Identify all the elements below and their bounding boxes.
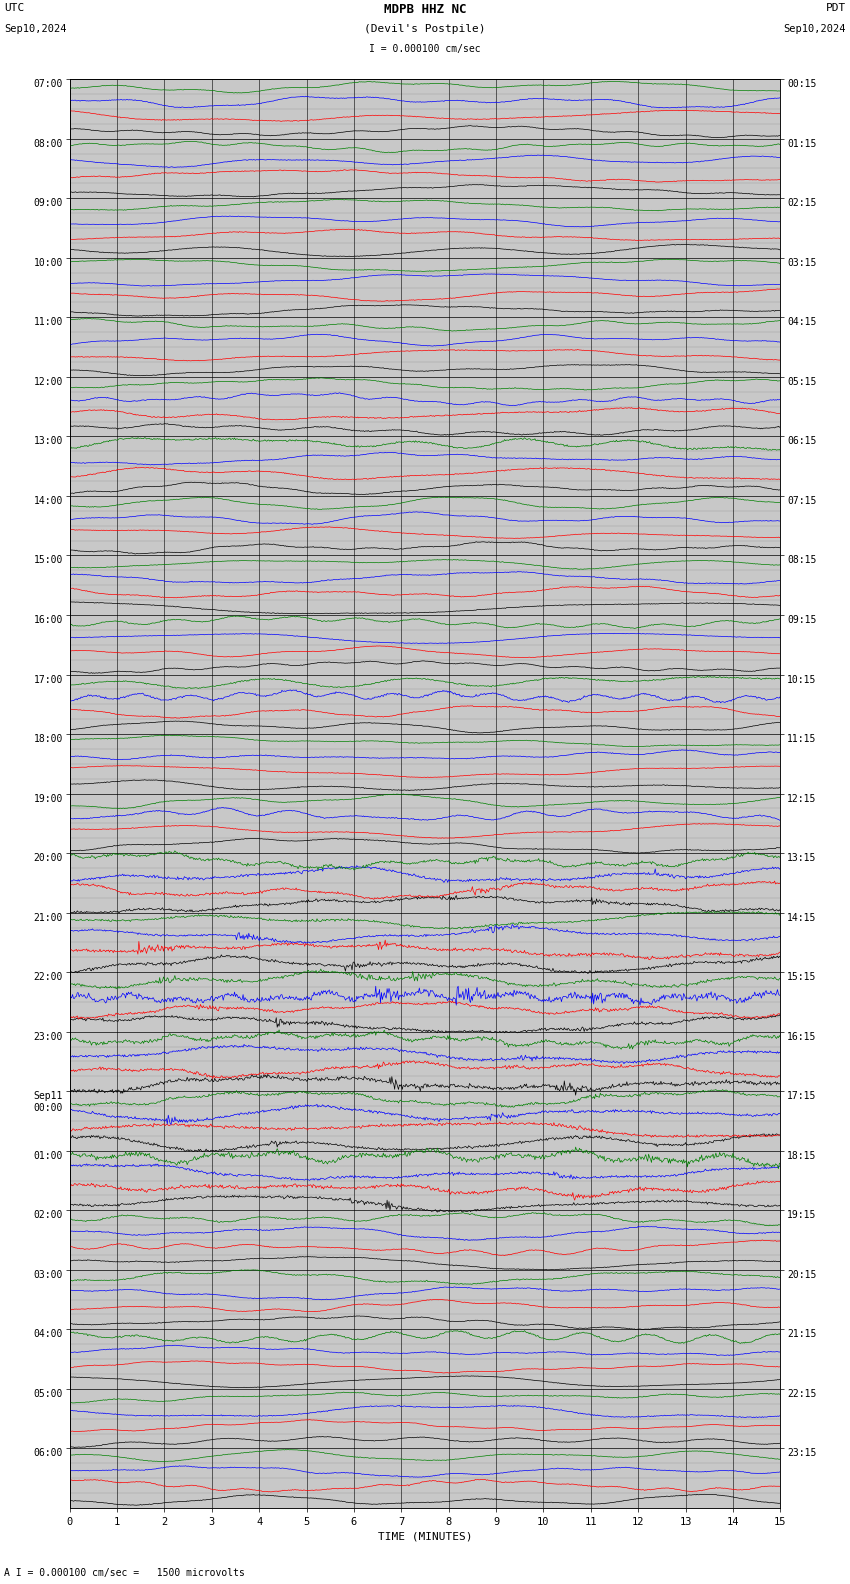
Text: A I = 0.000100 cm/sec =   1500 microvolts: A I = 0.000100 cm/sec = 1500 microvolts	[4, 1568, 245, 1578]
Text: Sep10,2024: Sep10,2024	[4, 24, 67, 33]
X-axis label: TIME (MINUTES): TIME (MINUTES)	[377, 1532, 473, 1541]
Text: MDPB HHZ NC: MDPB HHZ NC	[383, 3, 467, 16]
Text: I = 0.000100 cm/sec: I = 0.000100 cm/sec	[369, 44, 481, 54]
Text: (Devil's Postpile): (Devil's Postpile)	[365, 24, 485, 33]
Text: UTC: UTC	[4, 3, 25, 13]
Text: Sep10,2024: Sep10,2024	[783, 24, 846, 33]
Text: PDT: PDT	[825, 3, 846, 13]
